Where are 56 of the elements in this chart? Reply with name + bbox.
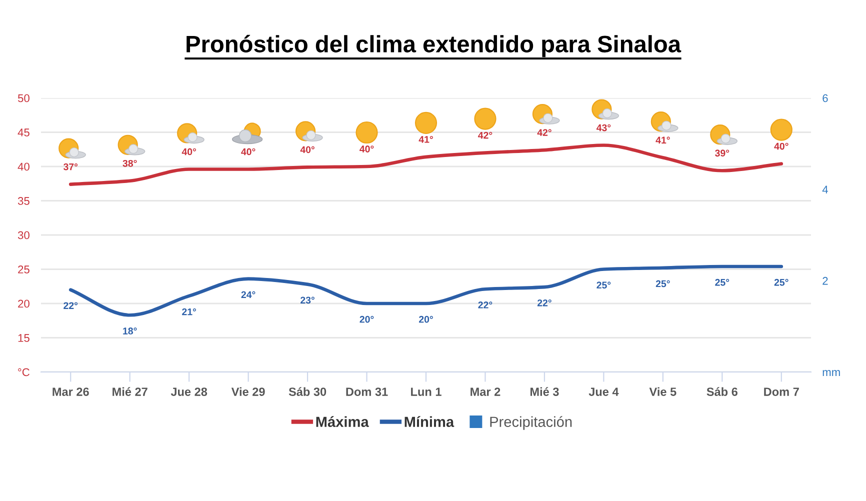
data-label: 22° [64,302,78,309]
data-label: 42° [537,129,552,136]
chart-title: Pronóstico del clima extendido para Sinaloa [186,34,682,58]
legend-label: Máxima [316,416,369,427]
data-label: 41° [656,136,670,144]
data-label: 41° [418,136,433,143]
x-tick-label: Mar 26 [52,388,89,396]
data-label: 20° [418,316,433,323]
x-tick-label: Sáb 6 [706,387,738,396]
y2-tick-label: 2 [822,276,828,285]
data-label: 37° [63,163,78,170]
data-label: 22° [478,302,492,308]
x-tick-label: Mié 3 [530,387,559,396]
x-tick-label: Dom 7 [764,388,799,396]
y2-tick-label: 4 [822,186,828,194]
x-tick-label: Vie 29 [231,387,265,396]
y-tick-label: 20 [18,300,30,308]
y-tick-label: 35 [18,197,30,205]
legend-label: Mínima [404,416,454,427]
y-tick-label: 40 [18,162,30,171]
x-tick-label: Mié 27 [112,387,148,396]
data-label: 25° [715,278,730,286]
x-tick-label: Jue 28 [170,388,208,396]
x-tick-label: Vie 5 [649,387,676,396]
x-tick-label: Jue 4 [588,388,619,396]
data-label: 43° [596,124,611,132]
y-tick-label: 25 [18,266,30,274]
data-label: 40° [241,148,256,156]
data-label: 40° [182,148,196,156]
data-label: 24° [241,291,256,298]
y-tick-label: 50 [18,94,30,102]
data-label: 18° [123,328,137,334]
data-label: 40° [774,142,788,150]
data-label: 20° [360,316,374,323]
y-tick-label: 30 [18,231,30,240]
data-label: 38° [122,160,137,167]
legend-label: Precipitación [490,416,572,430]
data-label: 40° [300,146,314,154]
data-label: 25° [596,282,611,289]
y2-tick-label: mm [822,370,840,376]
y-tick-label: 45 [18,128,30,136]
x-tick-label: Lun 1 [411,388,442,396]
y-tick-label: 15 [18,334,30,342]
data-label: 39° [715,150,730,157]
data-label: 25° [656,280,670,288]
y2-tick-label: 6 [822,94,828,102]
x-tick-label: Dom 31 [346,388,388,396]
data-label: 21° [182,308,196,316]
data-label: 25° [774,278,788,286]
data-label: 23° [300,296,314,304]
data-label: 42° [478,132,492,139]
x-tick-label: Sáb 30 [288,387,326,396]
y-tick-label: °C [18,368,30,376]
data-label: 22° [537,299,552,306]
x-tick-label: Mar 2 [470,388,500,396]
data-label: 40° [360,146,374,152]
